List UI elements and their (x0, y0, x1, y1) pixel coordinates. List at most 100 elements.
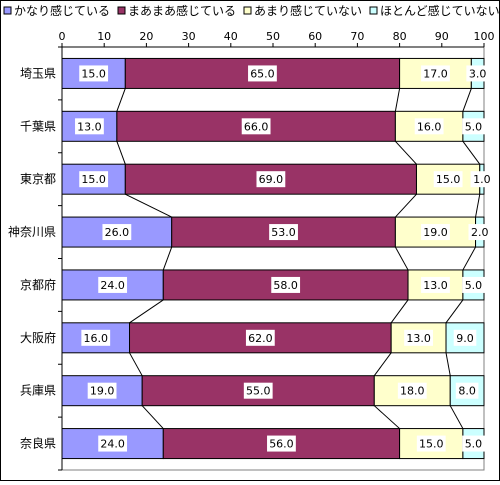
data-label-bg (98, 435, 128, 452)
x-tick-label: 80 (393, 30, 407, 43)
data-label-bg (241, 118, 271, 135)
data-label: 15.0 (436, 173, 461, 186)
series-line (475, 194, 481, 218)
bar-segment (61, 57, 126, 89)
data-label-bg (421, 65, 450, 82)
data-label: 16.0 (417, 120, 442, 133)
data-label-bg (267, 435, 296, 452)
x-tick-label: 20 (139, 30, 153, 43)
series-line (445, 299, 464, 324)
bar-segment (162, 428, 401, 460)
data-label-bg (102, 224, 132, 241)
x-tick-label: 0 (59, 30, 66, 43)
data-label: 17.0 (423, 67, 448, 80)
data-label-bg (468, 224, 492, 241)
data-label-bg (98, 276, 128, 293)
legend-swatch (3, 6, 12, 15)
series-line (125, 193, 172, 218)
data-label: 55.0 (246, 385, 271, 398)
data-label: 24.0 (100, 279, 125, 292)
category-label: 千葉県 (20, 119, 56, 133)
data-label: 2.0 (471, 226, 489, 239)
series-line (373, 352, 392, 376)
data-label-bg (462, 435, 485, 452)
data-label-bg (75, 118, 104, 135)
series-line (462, 88, 472, 112)
x-tick-label: 30 (182, 30, 196, 43)
data-label: 56.0 (269, 438, 294, 451)
category-label: 京都府 (20, 277, 56, 292)
series-line (116, 88, 126, 112)
data-label: 15.0 (81, 67, 106, 80)
category-label: 神奈川県 (8, 225, 56, 239)
data-label: 26.0 (105, 226, 130, 239)
category-label: 東京都 (20, 172, 56, 186)
data-label-bg (470, 171, 494, 188)
data-label: 66.0 (244, 120, 269, 133)
series-line (445, 352, 451, 376)
data-label-bg (271, 276, 301, 293)
legend-label: ほとんど感じていない (380, 3, 500, 18)
data-label-bg (466, 65, 489, 82)
legend-swatch (369, 6, 378, 15)
data-label: 15.0 (81, 173, 106, 186)
data-label: 13.0 (423, 279, 448, 292)
data-label: 13.0 (406, 332, 431, 345)
series-line (395, 193, 417, 218)
data-label: 53.0 (271, 226, 296, 239)
legend-label: あまり感じていない (254, 3, 362, 18)
x-tick-label: 70 (350, 30, 364, 43)
category-label: 埼玉県 (20, 66, 56, 80)
series-line (129, 352, 143, 376)
series-line (462, 141, 481, 165)
data-label-bg (421, 276, 450, 293)
series-line (141, 405, 164, 429)
data-label-bg (414, 118, 444, 135)
series-line (394, 246, 409, 271)
series-line (394, 88, 401, 112)
bar-segment (407, 269, 464, 301)
data-label: 19.0 (90, 385, 115, 398)
data-label: 69.0 (259, 173, 284, 186)
data-label-bg (416, 435, 446, 452)
data-label: 1.0 (473, 173, 491, 186)
x-tick-label: 100 (474, 30, 495, 43)
series-line (373, 405, 400, 429)
series-line (116, 141, 126, 165)
x-tick-label: 40 (224, 30, 238, 43)
x-tick-label: 50 (266, 30, 280, 43)
data-label-bg (79, 65, 109, 82)
legend-swatch (243, 6, 252, 15)
legend-label: まあまあ感じている (128, 3, 236, 18)
data-label: 5.0 (465, 438, 483, 451)
data-label: 19.0 (423, 226, 448, 239)
category-label: 兵庫県 (20, 384, 56, 398)
data-label-bg (433, 171, 463, 188)
data-label-bg (404, 329, 433, 346)
plot-area (61, 46, 485, 471)
data-label: 13.0 (77, 120, 102, 133)
data-label: 18.0 (400, 385, 425, 398)
series-line (390, 299, 409, 324)
data-label-bg (248, 65, 277, 82)
data-label-bg (269, 224, 298, 241)
data-label-bg (87, 382, 117, 399)
data-label: 24.0 (100, 438, 125, 451)
data-label-bg (455, 382, 479, 399)
data-label-bg (462, 118, 485, 135)
series-line (395, 140, 417, 165)
data-label: 8.0 (458, 385, 476, 398)
data-label-bg (397, 382, 427, 399)
data-label-bg (453, 329, 477, 346)
data-label: 62.0 (248, 332, 273, 345)
data-label-bg (79, 171, 109, 188)
category-label: 大阪府 (20, 330, 56, 345)
data-label: 5.0 (465, 279, 483, 292)
data-label-bg (245, 329, 275, 346)
series-line (162, 246, 173, 271)
legend-label: かなり感じている (14, 3, 110, 18)
data-label: 65.0 (250, 67, 275, 80)
data-label-bg (462, 276, 485, 293)
x-tick-label: 90 (435, 30, 449, 43)
